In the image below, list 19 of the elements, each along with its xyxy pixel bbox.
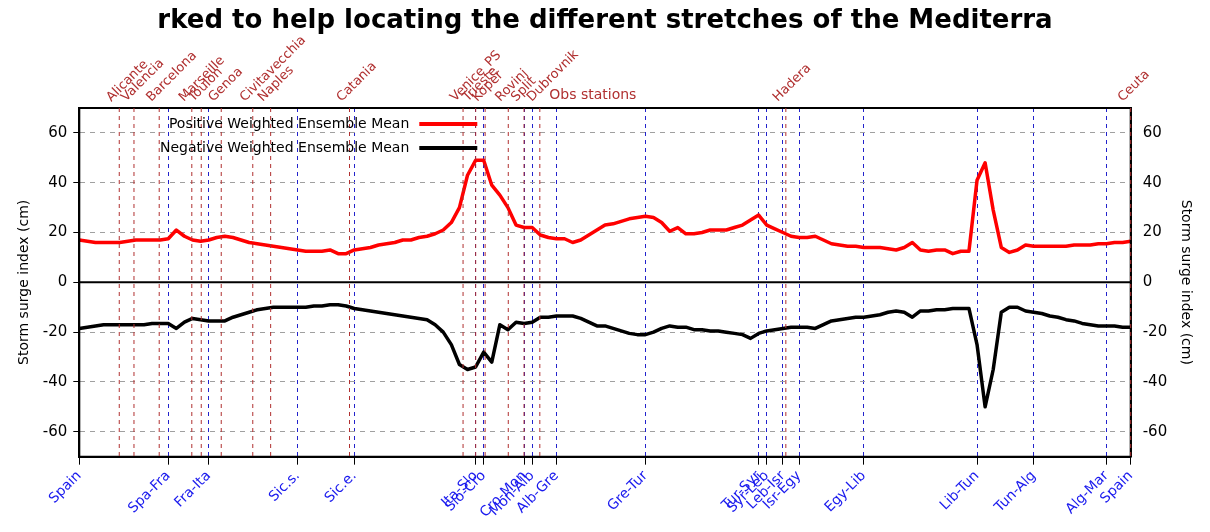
y-tick-label: -40	[42, 371, 68, 390]
y2-tick-label: -60	[1142, 421, 1168, 440]
y-tick-label: -20	[42, 322, 68, 341]
y2-tick-label: 60	[1142, 122, 1162, 141]
chart-title: rked to help locating the different stretches of the Mediterra	[157, 3, 1053, 34]
y-axis-title: Storm surge index (cm)	[15, 199, 32, 365]
legend-label: Positive Weighted Ensemble Mean	[168, 114, 410, 131]
y2-axis-title: Storm surge index (cm)	[1178, 199, 1195, 365]
y-tick-label: 40	[48, 172, 68, 191]
y2-tick-label: 20	[1142, 222, 1162, 241]
y2-tick-label: -40	[1142, 371, 1168, 390]
y-tick-label: 20	[48, 222, 68, 241]
y-tick-label: 0	[57, 272, 68, 291]
y-tick-label: 60	[48, 122, 68, 141]
y2-tick-label: -20	[1142, 322, 1168, 341]
y-tick-label: -60	[42, 421, 68, 440]
legend-label: Negative Weighted Ensemble Mean	[160, 138, 410, 155]
y2-tick-label: 0	[1142, 272, 1153, 291]
y2-tick-label: 40	[1142, 172, 1162, 191]
